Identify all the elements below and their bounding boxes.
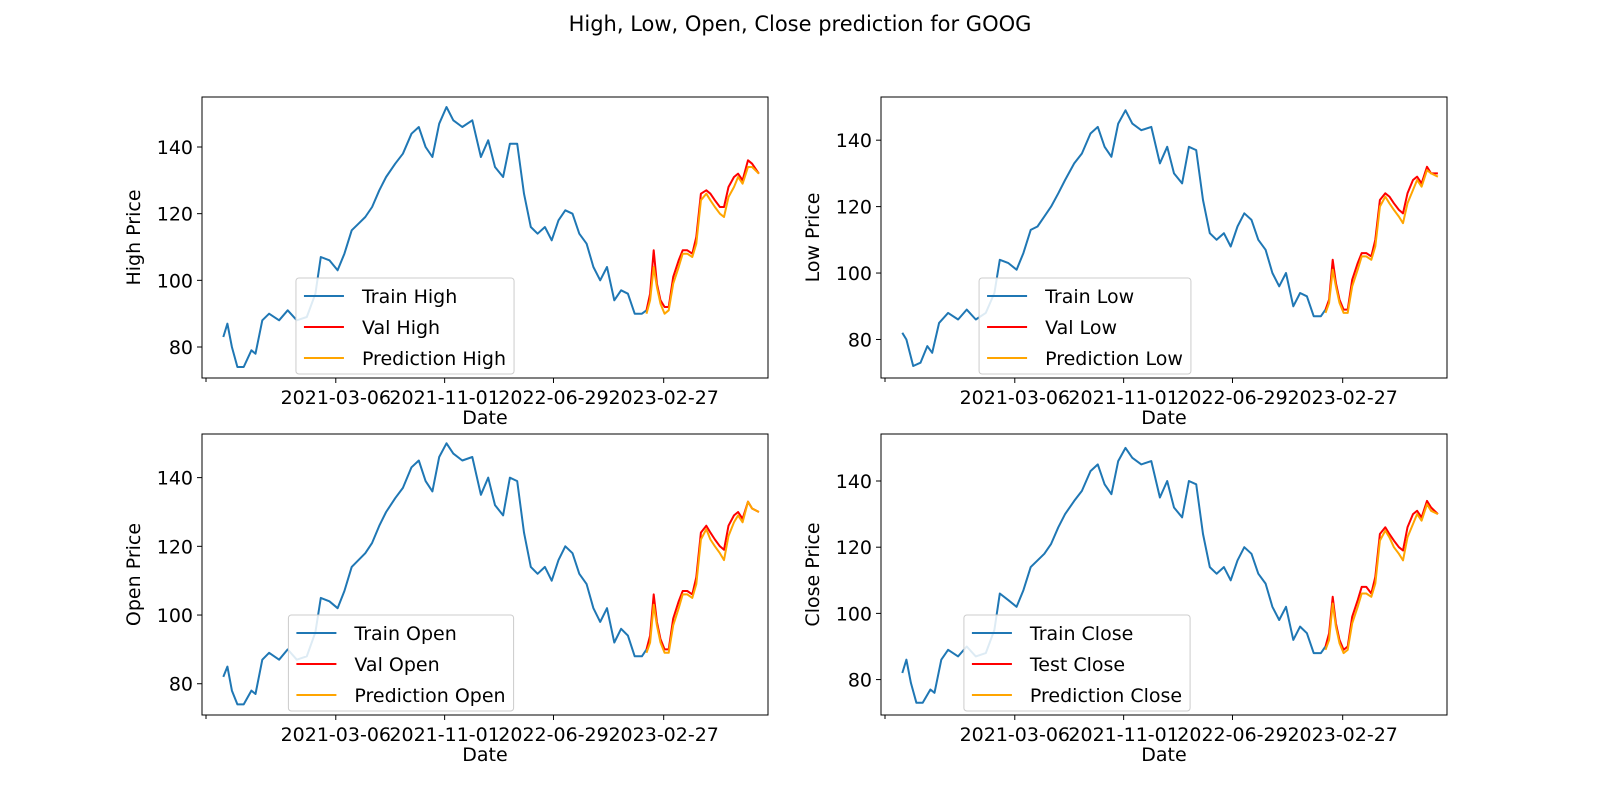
x-tick-label: 2021-11-01 [389,724,499,746]
y-axis-label: Low Price [802,193,824,283]
legend-label: Train High [361,286,457,308]
x-tick-label: 2021-11-01 [389,387,499,409]
legend: Train Low Val Low Prediction Low [978,277,1192,375]
legend-label: Prediction Open [354,685,505,707]
subplot-3: 80 100 120 140 2021-03-062021-11-012022-06-2… [123,433,769,766]
legend-label: Test Close [1029,654,1125,676]
x-tick-label: 2021-11-01 [1068,387,1178,409]
x-tick-label: 2023-02-27 [1287,724,1397,746]
x-axis-label: Date [462,744,507,766]
y-tick-label: 80 [169,337,193,359]
y-tick-label: 120 [157,204,193,226]
legend-label: Val Low [1045,317,1117,339]
series-line-train-high [222,106,648,368]
y-tick-label: 140 [836,130,872,152]
series-line-prediction-high [645,166,760,315]
legend-label: Train Close [1029,623,1133,645]
legend: Train Close Test Close Prediction Close [963,614,1191,712]
y-axis-label: Open Price [123,523,145,626]
series-line-prediction-open [645,500,760,654]
x-tick-label: 2021-03-06 [960,724,1070,746]
legend-label: Val High [362,317,440,339]
subplots-container: 801001201402021-03-062021-11-012022-06-2… [123,96,1448,766]
series-lines [222,442,760,706]
y-tick-label: 120 [836,537,872,559]
y-tick-label: 100 [157,605,193,627]
y-axis-label: High Price [123,189,145,285]
x-tick-label: 2021-03-06 [281,387,391,409]
y-tick-label: 80 [848,329,872,351]
x-tick-label: 2023-02-27 [608,387,718,409]
legend-box [963,614,1191,712]
x-tick-label: 2021-03-06 [281,724,391,746]
axes-frame [880,96,1448,379]
series-line-train-open [222,442,648,706]
y-tick-label: 120 [157,536,193,558]
y-tick-label: 140 [157,137,193,159]
series-lines [222,106,760,368]
x-tick-label: 2023-02-27 [1287,387,1397,409]
x-tick-label: 2022-06-29 [1177,387,1287,409]
series-lines [901,109,1439,367]
legend-box [978,277,1192,375]
legend-label: Prediction Close [1030,685,1182,707]
axes-frame [201,433,769,716]
x-axis-label: Date [1141,744,1186,766]
x-tick-label: 2022-06-29 [498,724,608,746]
series-line-prediction-close [1324,503,1439,655]
legend-label: Train Low [1044,286,1134,308]
y-tick-label: 120 [836,197,872,219]
subplot-1: 80 100 120 140 2021-03-062021-11-012022-06-2… [123,96,769,429]
legend-box [287,614,515,712]
x-tick-label: 2021-11-01 [1068,724,1178,746]
y-axis-label: Close Price [802,522,824,626]
legend-label: Train Open [353,623,456,645]
x-axis-label: Date [1141,407,1186,429]
figure-title: High, Low, Open, Close prediction for GO… [569,12,1032,36]
y-tick-label: 140 [836,471,872,493]
series-line-prediction-low [1324,169,1439,314]
legend: Train Open Val Open Prediction Open [287,614,515,712]
x-tick-label: 2022-06-29 [498,387,608,409]
y-tick-label: 100 [836,603,872,625]
legend-label: Prediction Low [1045,348,1183,370]
y-tick-label: 140 [157,468,193,490]
subplot-2: 80 100 120 140 2021-03-062021-11-012022-06-2… [802,96,1448,429]
legend: Train High Val High Prediction High [295,277,515,375]
x-tick-label: 2021-03-06 [960,387,1070,409]
axes-frame [880,433,1448,716]
y-tick-label: 80 [169,674,193,696]
y-tick-label: 100 [836,263,872,285]
x-axis-label: Date [462,407,507,429]
subplot-4: 80 100 120 140 2021-03-062021-11-012022-06-2… [802,433,1448,766]
y-tick-label: 100 [157,270,193,292]
legend-label: Val Open [354,654,439,676]
y-tick-label: 80 [848,670,872,692]
x-tick-label: 2022-06-29 [1177,724,1287,746]
axes-frame [201,96,769,379]
x-tick-label: 2023-02-27 [608,724,718,746]
legend-label: Prediction High [362,348,506,370]
legend-box [295,277,515,375]
series-line-train-low [901,109,1327,367]
